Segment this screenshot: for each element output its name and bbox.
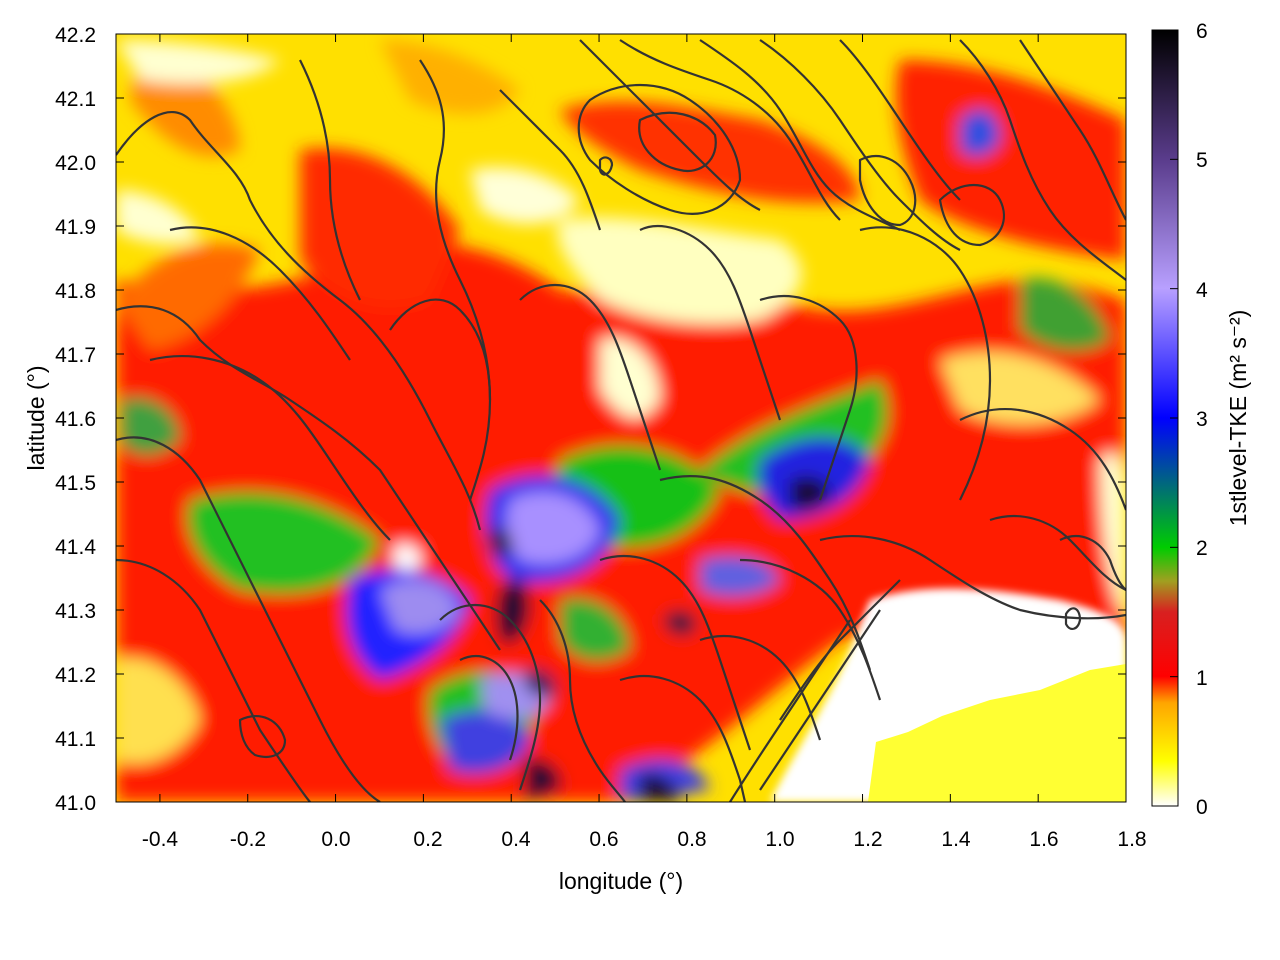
y-tick-label: 41.7 — [55, 344, 96, 367]
x-tick-label: 1.8 — [1117, 828, 1146, 851]
x-tick-label: 1.0 — [765, 828, 794, 851]
x-tick-label: 1.6 — [1029, 828, 1058, 851]
y-tick-label: 41.2 — [55, 664, 96, 687]
y-tick-label: 41.6 — [55, 408, 96, 431]
x-tick-label: 0.4 — [501, 828, 531, 851]
colorbar-tick-label: 2 — [1196, 537, 1208, 560]
y-tick-label: 42.0 — [55, 152, 96, 175]
y-axis-label: latitude (°) — [23, 365, 49, 470]
x-tick-label: 1.2 — [853, 828, 882, 851]
elevation-contours — [116, 39, 1126, 802]
y-tick-label: 42.2 — [55, 24, 96, 47]
colorbar-tick-label: 5 — [1196, 149, 1208, 172]
y-tick-label: 41.9 — [55, 216, 96, 239]
y-axis: 41.0 41.1 41.2 41.3 41.4 41.5 41.6 41.7 … — [23, 24, 1126, 815]
x-tick-label: 0.8 — [677, 828, 706, 851]
x-tick-label: -0.4 — [142, 828, 179, 851]
x-tick-label: 0.0 — [321, 828, 350, 851]
y-tick-label: 41.3 — [55, 600, 96, 623]
x-axis-label: longitude (°) — [559, 868, 683, 894]
heatmap-field — [116, 34, 1126, 802]
colorbar-tick-label: 0 — [1196, 796, 1208, 819]
x-tick-label: 0.2 — [413, 828, 442, 851]
x-tick-label: -0.2 — [230, 828, 266, 851]
y-tick-label: 41.1 — [55, 728, 96, 751]
y-tick-label: 41.0 — [55, 792, 96, 815]
x-tick-label: 0.6 — [589, 828, 618, 851]
colorbar-tick-label: 6 — [1196, 20, 1208, 43]
colorbar-tick-label: 3 — [1196, 408, 1208, 431]
y-tick-label: 41.8 — [55, 280, 96, 303]
x-tick-label: 1.4 — [941, 828, 971, 851]
y-tick-label: 42.1 — [55, 88, 96, 111]
colorbar-tick-label: 4 — [1196, 279, 1208, 302]
y-tick-label: 41.4 — [55, 536, 96, 559]
y-tick-label: 41.5 — [55, 472, 96, 495]
colorbar: 0 1 2 3 4 5 6 1stlevel-TKE (m² s⁻²) — [1151, 20, 1251, 819]
colorbar-tick-label: 1 — [1196, 667, 1208, 690]
x-axis: -0.4 -0.2 0.0 0.2 0.4 0.6 0.8 1.0 1.2 1.… — [142, 34, 1147, 894]
colorbar-label: 1stlevel-TKE (m² s⁻²) — [1225, 310, 1251, 527]
